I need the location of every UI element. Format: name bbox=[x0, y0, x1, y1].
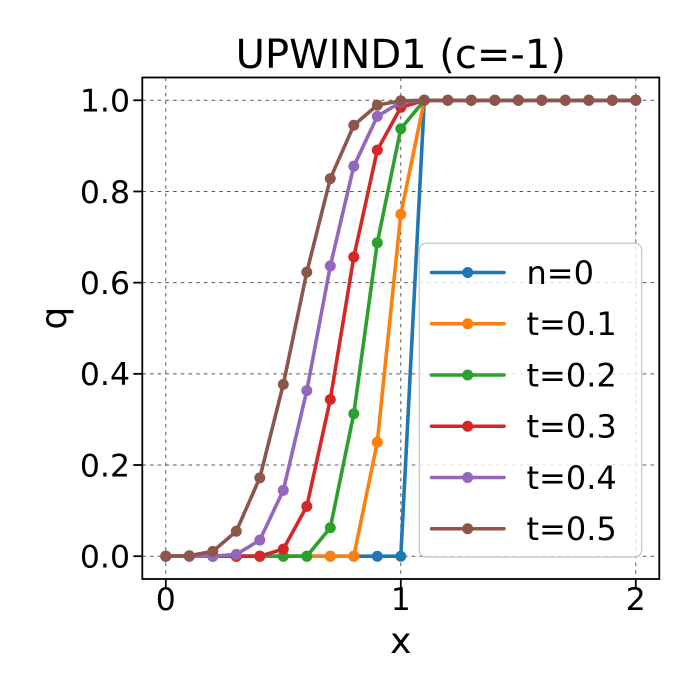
chart-title: UPWIND1 (c=-1) bbox=[236, 32, 566, 78]
data-point-marker bbox=[442, 94, 454, 106]
data-point-marker bbox=[489, 94, 501, 106]
legend-entry-t=0.3: t=0.3 bbox=[429, 408, 617, 446]
legend-entry-t=0.5: t=0.5 bbox=[429, 510, 617, 548]
legend-label: t=0.4 bbox=[527, 459, 617, 497]
data-point-marker bbox=[324, 393, 336, 405]
legend-entry-t=0.1: t=0.1 bbox=[429, 305, 617, 343]
legend: n=0 t=0.1 t=0.2 t=0.3 t=0.4 t=0.5 bbox=[418, 242, 643, 558]
data-point-marker bbox=[230, 525, 242, 537]
legend-label: t=0.2 bbox=[527, 356, 617, 394]
data-point-marker bbox=[324, 260, 336, 272]
data-point-marker bbox=[324, 173, 336, 185]
data-point-marker bbox=[371, 550, 383, 562]
y-tick-label: 0.0 bbox=[80, 540, 130, 576]
data-point-marker bbox=[207, 545, 219, 557]
data-point-marker bbox=[371, 144, 383, 156]
legend-entry-t=0.2: t=0.2 bbox=[429, 356, 617, 394]
data-point-marker bbox=[371, 237, 383, 249]
data-point-marker bbox=[160, 550, 172, 562]
data-point-marker bbox=[277, 543, 289, 555]
series-t=0.5 bbox=[160, 94, 642, 562]
data-point-marker bbox=[395, 95, 407, 107]
legend-label: t=0.3 bbox=[527, 408, 617, 446]
legend-swatch-marker bbox=[462, 420, 474, 432]
x-tick-label: 2 bbox=[626, 582, 646, 618]
data-point-marker bbox=[277, 378, 289, 390]
data-point-marker bbox=[465, 94, 477, 106]
data-point-marker bbox=[371, 436, 383, 448]
data-point-marker bbox=[418, 94, 430, 106]
data-point-marker bbox=[254, 534, 266, 546]
data-point-marker bbox=[348, 119, 360, 131]
data-point-marker bbox=[371, 99, 383, 111]
data-point-marker bbox=[324, 522, 336, 534]
data-point-marker bbox=[395, 208, 407, 220]
legend-entry-t=0.4: t=0.4 bbox=[429, 459, 617, 497]
y-tick-label: 0.4 bbox=[80, 357, 130, 393]
data-point-marker bbox=[301, 550, 313, 562]
data-point-marker bbox=[348, 251, 360, 263]
data-point-marker bbox=[324, 550, 336, 562]
legend-label: t=0.5 bbox=[527, 510, 617, 548]
y-tick-label: 0.8 bbox=[80, 175, 130, 211]
data-point-marker bbox=[395, 123, 407, 135]
legend-swatch-marker bbox=[462, 369, 474, 381]
data-point-marker bbox=[254, 472, 266, 484]
legend-swatch-marker bbox=[462, 472, 474, 483]
y-tick-label: 0.2 bbox=[80, 448, 130, 484]
data-point-marker bbox=[230, 548, 242, 560]
data-point-marker bbox=[512, 94, 524, 106]
legend-label: t=0.1 bbox=[527, 305, 617, 343]
x-tick-label: 0 bbox=[156, 582, 176, 618]
data-point-marker bbox=[254, 550, 266, 562]
legend-swatch-marker bbox=[462, 523, 474, 535]
x-tick-label: 1 bbox=[391, 582, 411, 618]
legend-label: n=0 bbox=[527, 254, 594, 292]
data-point-marker bbox=[301, 266, 313, 278]
data-point-marker bbox=[536, 94, 548, 106]
data-point-marker bbox=[583, 94, 595, 106]
legend-swatch-marker bbox=[462, 267, 474, 278]
legend-swatch-marker bbox=[462, 318, 474, 330]
data-series bbox=[160, 94, 642, 562]
data-point-marker bbox=[301, 385, 313, 397]
y-tick-label: 1.0 bbox=[80, 84, 130, 120]
data-point-marker bbox=[559, 94, 571, 106]
data-point-marker bbox=[371, 110, 383, 122]
data-point-marker bbox=[183, 550, 195, 562]
data-point-marker bbox=[630, 94, 642, 106]
y-axis-label: q bbox=[34, 307, 75, 330]
data-point-marker bbox=[348, 160, 360, 172]
data-point-marker bbox=[395, 550, 407, 562]
legend-entry-n=0: n=0 bbox=[429, 254, 594, 292]
data-point-marker bbox=[277, 484, 289, 496]
data-point-marker bbox=[606, 94, 618, 106]
y-tick-label: 0.6 bbox=[80, 266, 130, 302]
data-point-marker bbox=[301, 500, 313, 512]
data-point-marker bbox=[348, 550, 360, 562]
x-axis-label: x bbox=[390, 621, 411, 662]
data-point-marker bbox=[348, 408, 360, 420]
axis-ticks: 0 1 2 0.0 0.2 0.4 0.6 0.8 1.0 bbox=[80, 84, 646, 618]
